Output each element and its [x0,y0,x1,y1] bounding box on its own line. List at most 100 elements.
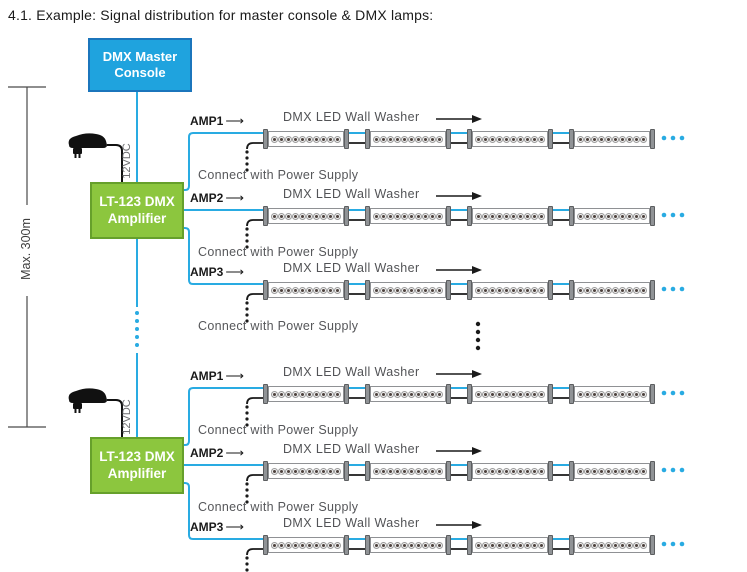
led-dot [394,467,401,475]
led-dot [285,286,292,294]
strip-continuation-dots [661,286,667,292]
led-dot [327,212,334,220]
led-dot [612,390,619,398]
led-dot [503,135,510,143]
strip-end-cap [365,535,370,555]
led-dot [271,286,278,294]
led-bed [472,537,548,553]
led-dot [408,135,415,143]
power-wire-dots [245,227,249,231]
strip-end-cap [569,535,574,555]
led-dot [612,286,619,294]
power-adapter-icon [68,388,123,437]
led-dot [591,135,598,143]
arrow-right-icon: ⟶ [225,113,244,128]
led-dot [278,135,285,143]
led-dot [408,286,415,294]
led-dot [394,390,401,398]
led-dot [271,541,278,549]
power-wire-dots [245,562,249,566]
led-dot [401,212,408,220]
direction-arrow-head [472,370,482,378]
led-dot [496,286,503,294]
connect-power-label: Connect with Power Supply [198,319,359,333]
led-dot [619,135,626,143]
led-dot [429,467,436,475]
led-dot [489,467,496,475]
led-strip-segment [569,461,655,481]
led-dot [306,541,313,549]
led-dot [429,390,436,398]
led-dot [496,467,503,475]
led-dot [633,212,640,220]
led-dot [422,286,429,294]
led-dot [429,135,436,143]
led-dot [489,135,496,143]
led-dot [640,541,647,549]
led-dot [320,390,327,398]
led-dot [489,390,496,398]
led-dot [510,286,517,294]
led-bed [472,208,548,224]
power-wire-dots [245,245,249,249]
led-dot [415,135,422,143]
dmx-master-console-box: DMX Master Console [88,38,192,92]
led-dot [517,390,524,398]
led-wall-washer-strip [263,384,655,404]
led-dot [475,541,482,549]
led-dot [633,286,640,294]
led-dot [387,135,394,143]
led-dot [327,286,334,294]
strip-end-cap [548,535,553,555]
led-dot [531,286,538,294]
led-dot [626,135,633,143]
led-strip-segment [263,535,349,555]
led-bed [268,131,344,147]
strip-end-cap [263,384,268,404]
led-dot [510,390,517,398]
led-dot [619,286,626,294]
led-dot [584,212,591,220]
strip-end-cap [446,280,451,300]
strip-continuation-dots [670,467,676,473]
led-dot [327,135,334,143]
strip-continuation-dots [670,390,676,396]
led-strip-segment [569,384,655,404]
led-dot [510,135,517,143]
led-dot [605,541,612,549]
led-dot [584,135,591,143]
led-dot [436,212,443,220]
led-strip-segment [263,461,349,481]
led-dot [299,135,306,143]
strip-end-cap [446,129,451,149]
strip-end-cap [569,280,574,300]
strip-end-cap [365,461,370,481]
strip-end-cap [569,129,574,149]
strip-continuation-dots [679,541,685,547]
led-dot [496,541,503,549]
strip-end-cap [650,461,655,481]
led-dot [482,390,489,398]
dmx-amplifier-box-1: LT-123 DMX Amplifier [90,182,184,239]
connect-power-label: Connect with Power Supply [198,245,359,259]
strip-end-cap [467,461,472,481]
strip-continuation-dots [670,541,676,547]
connect-power-label: Connect with Power Supply [198,500,359,514]
led-dot [373,286,380,294]
led-dot [475,135,482,143]
led-bed [268,386,344,402]
arrow-right-icon: ⟶ [225,445,244,460]
strip-continuation-dots [679,135,685,141]
led-dot [475,390,482,398]
led-dot [633,135,640,143]
led-dot [605,390,612,398]
strip-end-cap [263,206,268,226]
led-dot [436,390,443,398]
led-strip-segment [263,384,349,404]
strip-end-cap [365,206,370,226]
led-bed [370,131,446,147]
power-wire-dots [245,411,249,415]
direction-arrow-head [472,521,482,529]
strip-continuation-dots [670,212,676,218]
